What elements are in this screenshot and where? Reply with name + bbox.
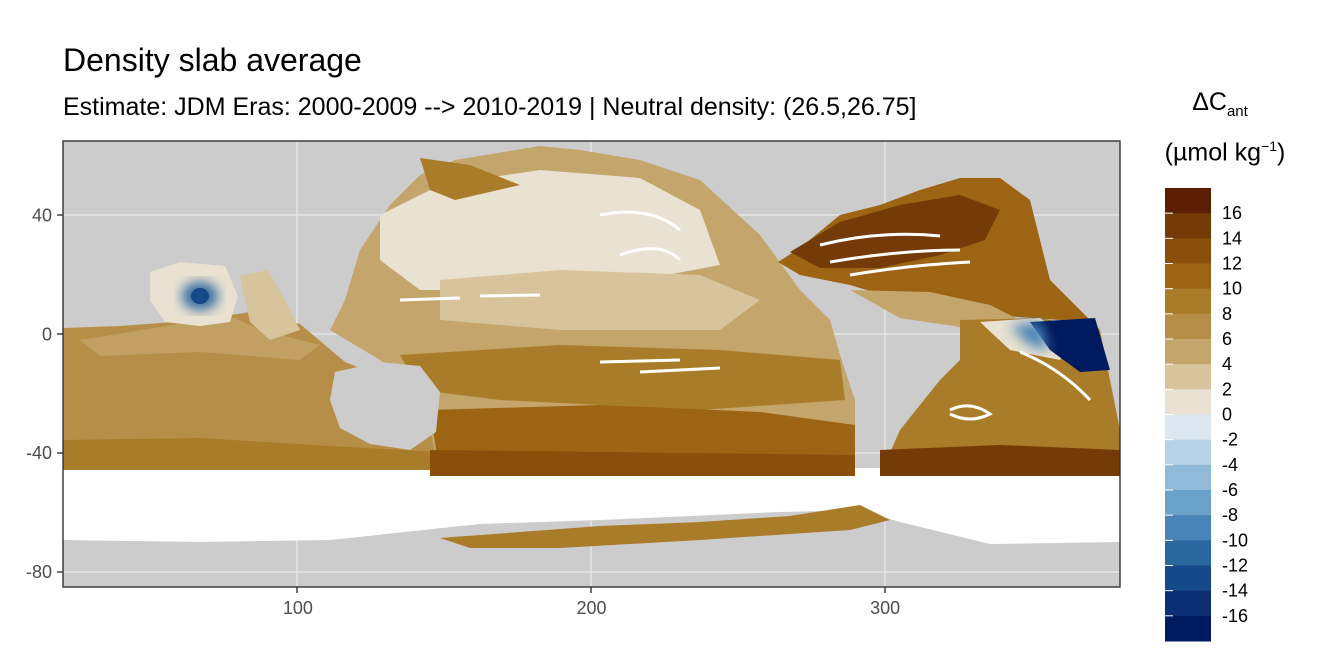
- legend-bin: [1165, 439, 1211, 466]
- region-south-pacific-north: [400, 345, 845, 410]
- region-indian-south: [63, 438, 440, 470]
- legend-bin: [1165, 565, 1211, 592]
- x-tick-labels: 100 200 300: [283, 598, 900, 618]
- legend-label: -8: [1222, 505, 1238, 525]
- legend-label: -14: [1222, 581, 1248, 601]
- x-tick-label: 100: [283, 598, 313, 618]
- region-antarctic-shelf: [440, 505, 890, 548]
- legend-label: 12: [1222, 254, 1242, 274]
- legend-title: ΔCant: [1192, 88, 1248, 120]
- legend-label: -10: [1222, 530, 1248, 550]
- legend-label: 2: [1222, 379, 1232, 399]
- legend-label: 16: [1222, 203, 1242, 223]
- region-subtropical-north-pacific: [440, 270, 760, 330]
- no-data-streaks: [399, 210, 1092, 421]
- legend-bin: [1165, 238, 1211, 264]
- axis-tick-marks: [57, 214, 886, 593]
- legend-label: -16: [1222, 606, 1248, 626]
- legend-label: 0: [1222, 405, 1232, 425]
- no-data-band: [63, 468, 1120, 544]
- legend-bin: [1165, 464, 1211, 491]
- legend-label: 14: [1222, 228, 1242, 248]
- region-south-atlantic-edge: [880, 445, 1120, 476]
- region-north-pacific: [380, 170, 720, 290]
- legend-unit: (µmol kg−1): [1164, 138, 1286, 167]
- legend-label: 8: [1222, 304, 1232, 324]
- y-tick-label: -40: [26, 443, 52, 463]
- y-tick-label: -80: [26, 562, 52, 582]
- legend-bin: [1165, 490, 1211, 516]
- legend-bin: [1165, 615, 1211, 642]
- region-south-pacific-edge: [430, 450, 855, 476]
- region-indian-north: [80, 318, 320, 360]
- legend-bin: [1165, 540, 1211, 566]
- legend-bin: [1165, 339, 1211, 365]
- legend-bin: [1165, 213, 1211, 239]
- legend-bin: [1165, 515, 1211, 541]
- y-tick-label: 0: [42, 324, 52, 344]
- legend-label: -4: [1222, 455, 1238, 475]
- y-tick-label: 40: [32, 205, 52, 225]
- legend-bin: [1165, 414, 1211, 441]
- legend-bin: [1165, 389, 1211, 415]
- legend-label: 4: [1222, 354, 1232, 374]
- chart-subtitle: Estimate: JDM Eras: 2000-2009 --> 2010-2…: [63, 93, 917, 121]
- legend-label: -12: [1222, 556, 1248, 576]
- legend-bin: [1165, 288, 1211, 315]
- legend-label: -2: [1222, 430, 1238, 450]
- legend-labels: 16 14 12 10 8 6 4 2 0 -2 -4 -6 -8 -10 -12 -14 -16: [1165, 203, 1248, 626]
- legend-label: -6: [1222, 480, 1238, 500]
- legend-label: 6: [1222, 329, 1232, 349]
- region-okhotsk: [420, 158, 520, 200]
- x-tick-label: 300: [870, 598, 900, 618]
- region-east-atlantic-gradient: [1010, 322, 1050, 350]
- land-australia: [330, 362, 440, 450]
- region-arabian-core: [191, 288, 209, 304]
- legend-bin: [1165, 364, 1211, 390]
- legend-bin: [1165, 313, 1211, 340]
- legend-bin: [1165, 263, 1211, 290]
- legend-bin: [1165, 188, 1211, 214]
- legend-label: 10: [1222, 279, 1242, 299]
- region-bay-of-bengal: [240, 270, 300, 340]
- chart-title: Density slab average: [63, 42, 362, 78]
- x-tick-label: 200: [576, 598, 606, 618]
- y-tick-labels: 40 0 -40 -80: [26, 205, 52, 582]
- legend-bin: [1165, 590, 1211, 617]
- legend-colorbar: [1165, 188, 1211, 642]
- region-east-atlantic-minimum: [1030, 318, 1110, 372]
